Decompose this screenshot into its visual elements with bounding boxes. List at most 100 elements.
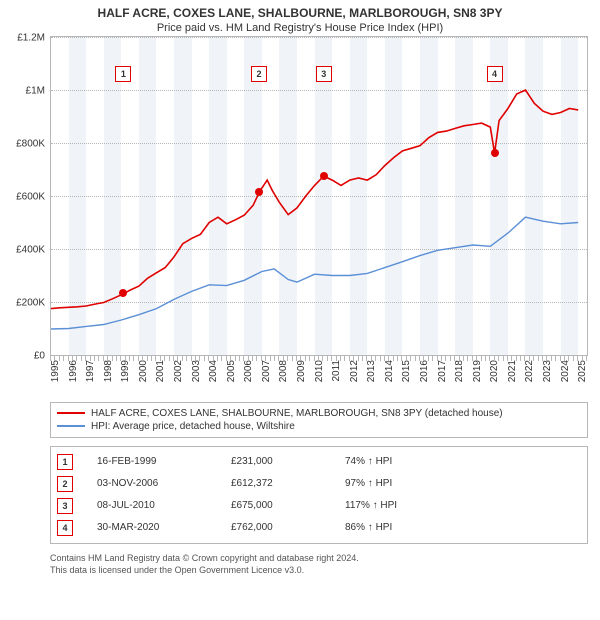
legend-swatch bbox=[57, 412, 85, 414]
x-minor-tick bbox=[555, 356, 556, 361]
x-minor-tick bbox=[485, 356, 486, 361]
x-axis-label: 2022 bbox=[524, 360, 535, 382]
x-minor-tick bbox=[340, 356, 341, 361]
x-minor-tick bbox=[344, 356, 345, 361]
x-minor-tick bbox=[54, 356, 55, 361]
x-minor-tick bbox=[278, 356, 279, 361]
x-minor-tick bbox=[489, 356, 490, 361]
x-axis-labels: 1995199619971998199920002001200220032004… bbox=[50, 356, 588, 396]
x-minor-tick bbox=[182, 356, 183, 361]
x-minor-tick bbox=[445, 356, 446, 361]
x-minor-tick bbox=[199, 356, 200, 361]
x-minor-tick bbox=[415, 356, 416, 361]
x-minor-tick bbox=[85, 356, 86, 361]
x-axis-label: 2018 bbox=[454, 360, 465, 382]
y-axis-label: £400K bbox=[16, 244, 45, 255]
x-minor-tick bbox=[300, 356, 301, 361]
x-minor-tick bbox=[327, 356, 328, 361]
x-minor-tick bbox=[524, 356, 525, 361]
x-minor-tick bbox=[432, 356, 433, 361]
x-minor-tick bbox=[366, 356, 367, 361]
sale-marker-box: 1 bbox=[115, 66, 131, 82]
x-axis-label: 2017 bbox=[437, 360, 448, 382]
x-minor-tick bbox=[125, 356, 126, 361]
x-minor-tick bbox=[204, 356, 205, 361]
x-minor-tick bbox=[410, 356, 411, 361]
x-minor-tick bbox=[520, 356, 521, 361]
x-minor-tick bbox=[103, 356, 104, 361]
x-minor-tick bbox=[463, 356, 464, 361]
sale-row: 430-MAR-2020£762,00086% ↑ HPI bbox=[57, 517, 581, 539]
x-minor-tick bbox=[147, 356, 148, 361]
x-minor-tick bbox=[116, 356, 117, 361]
chart-subtitle: Price paid vs. HM Land Registry's House … bbox=[0, 22, 600, 34]
x-minor-tick bbox=[186, 356, 187, 361]
x-minor-tick bbox=[406, 356, 407, 361]
x-minor-tick bbox=[90, 356, 91, 361]
legend-label: HPI: Average price, detached house, Wilt… bbox=[91, 421, 295, 432]
x-minor-tick bbox=[261, 356, 262, 361]
x-minor-tick bbox=[169, 356, 170, 361]
x-minor-tick bbox=[507, 356, 508, 361]
sale-hpi: 86% ↑ HPI bbox=[345, 522, 581, 533]
x-minor-tick bbox=[309, 356, 310, 361]
x-minor-tick bbox=[151, 356, 152, 361]
sale-index-box: 3 bbox=[57, 498, 73, 514]
sale-price: £612,372 bbox=[231, 478, 321, 489]
x-minor-tick bbox=[503, 356, 504, 361]
sale-date: 30-MAR-2020 bbox=[97, 522, 207, 533]
sale-date: 16-FEB-1999 bbox=[97, 456, 207, 467]
x-minor-tick bbox=[235, 356, 236, 361]
x-minor-tick bbox=[296, 356, 297, 361]
sale-hpi: 74% ↑ HPI bbox=[345, 456, 581, 467]
x-minor-tick bbox=[292, 356, 293, 361]
x-minor-tick bbox=[454, 356, 455, 361]
x-minor-tick bbox=[226, 356, 227, 361]
x-axis-label: 2000 bbox=[138, 360, 149, 382]
x-axis-label: 2025 bbox=[577, 360, 588, 382]
x-minor-tick bbox=[314, 356, 315, 361]
y-axis-label: £800K bbox=[16, 138, 45, 149]
x-minor-tick bbox=[230, 356, 231, 361]
x-axis-label: 2002 bbox=[173, 360, 184, 382]
legend-row: HPI: Average price, detached house, Wilt… bbox=[57, 420, 581, 433]
x-minor-tick bbox=[551, 356, 552, 361]
x-minor-tick bbox=[397, 356, 398, 361]
sale-marker-dot bbox=[119, 289, 127, 297]
sale-row: 116-FEB-1999£231,00074% ↑ HPI bbox=[57, 451, 581, 473]
x-minor-tick bbox=[270, 356, 271, 361]
x-axis-label: 2008 bbox=[278, 360, 289, 382]
x-minor-tick bbox=[173, 356, 174, 361]
x-minor-tick bbox=[371, 356, 372, 361]
x-minor-tick bbox=[573, 356, 574, 361]
x-axis-label: 2015 bbox=[401, 360, 412, 382]
x-minor-tick bbox=[498, 356, 499, 361]
x-minor-tick bbox=[191, 356, 192, 361]
x-minor-tick bbox=[129, 356, 130, 361]
x-minor-tick bbox=[274, 356, 275, 361]
x-minor-tick bbox=[63, 356, 64, 361]
sale-price: £675,000 bbox=[231, 500, 321, 511]
sale-marker-dot bbox=[320, 172, 328, 180]
x-minor-tick bbox=[441, 356, 442, 361]
x-minor-tick bbox=[384, 356, 385, 361]
sale-row: 308-JUL-2010£675,000117% ↑ HPI bbox=[57, 495, 581, 517]
x-axis-label: 2024 bbox=[560, 360, 571, 382]
x-minor-tick bbox=[112, 356, 113, 361]
x-minor-tick bbox=[437, 356, 438, 361]
x-minor-tick bbox=[142, 356, 143, 361]
x-minor-tick bbox=[375, 356, 376, 361]
x-axis-label: 1999 bbox=[120, 360, 131, 382]
x-minor-tick bbox=[208, 356, 209, 361]
sale-marker-box: 3 bbox=[316, 66, 332, 82]
sale-hpi: 97% ↑ HPI bbox=[345, 478, 581, 489]
x-minor-tick bbox=[305, 356, 306, 361]
x-minor-tick bbox=[213, 356, 214, 361]
x-minor-tick bbox=[511, 356, 512, 361]
x-minor-tick bbox=[481, 356, 482, 361]
legend-label: HALF ACRE, COXES LANE, SHALBOURNE, MARLB… bbox=[91, 408, 503, 419]
x-minor-tick bbox=[81, 356, 82, 361]
legend: HALF ACRE, COXES LANE, SHALBOURNE, MARLB… bbox=[50, 402, 588, 438]
x-minor-tick bbox=[380, 356, 381, 361]
sale-date: 03-NOV-2006 bbox=[97, 478, 207, 489]
